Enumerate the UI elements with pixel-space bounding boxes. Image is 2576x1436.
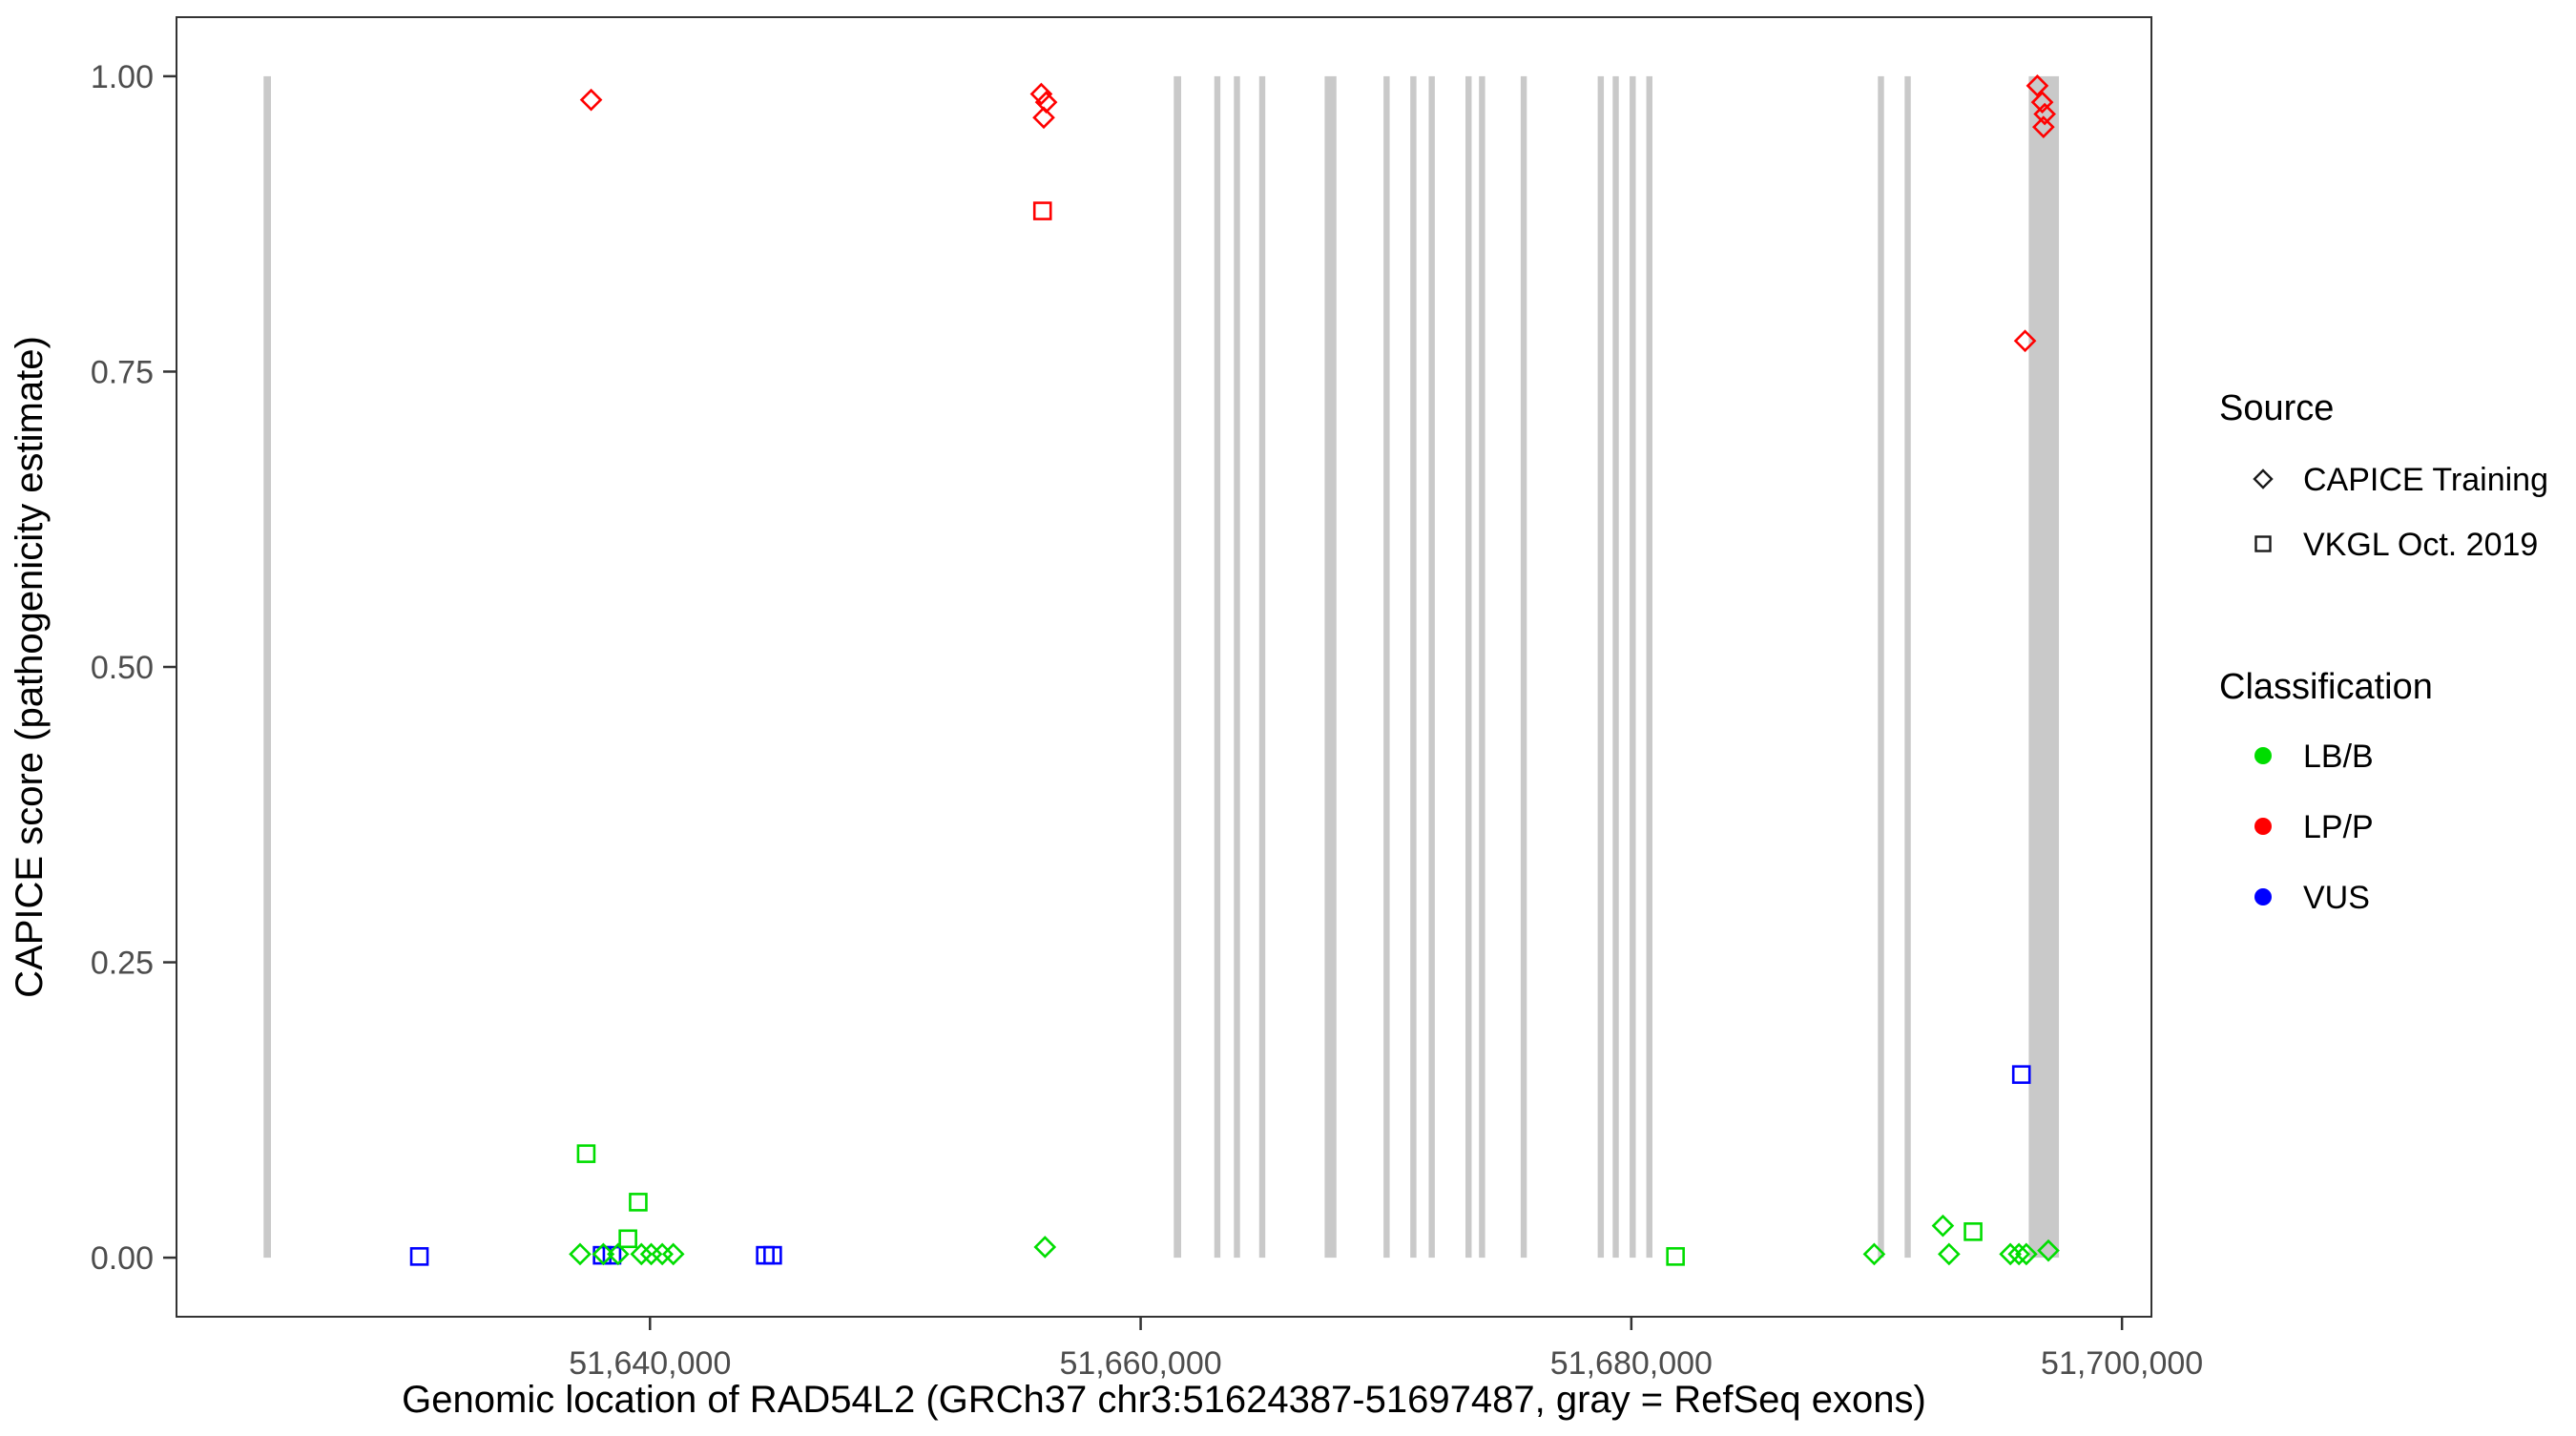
exon-bar (1258, 75, 1266, 1259)
x-tick-label: 51,640,000 (569, 1345, 731, 1382)
legend-source-item-label: CAPICE Training (2303, 462, 2548, 498)
data-point-diamond (2025, 73, 2049, 97)
data-point-diamond (2015, 1242, 2038, 1266)
exon-bar (1234, 75, 1240, 1259)
data-point-square (2011, 1065, 2031, 1084)
data-point-diamond (592, 1242, 615, 1266)
data-point-diamond (1029, 82, 1053, 106)
data-point-diamond (579, 88, 603, 112)
legend: Source CAPICE Training VKGL Oct. 2019 Class… (2219, 388, 2548, 916)
data-point-square (629, 1193, 648, 1212)
legend-classification-item-label: VUS (2303, 880, 2370, 916)
exon-bar (1428, 75, 1435, 1259)
exon-bar (1214, 75, 1221, 1259)
data-point-diamond (2030, 91, 2054, 114)
data-point-square (576, 1144, 596, 1163)
y-tick-label: 1.00 (91, 59, 154, 95)
data-point-diamond (2033, 102, 2056, 126)
exon-bar (1612, 75, 1619, 1259)
panel-border-layer (176, 16, 2152, 1318)
data-point-square (1963, 1222, 1983, 1241)
exon-bar (1520, 75, 1527, 1259)
data-point-diamond (2037, 1238, 2060, 1262)
y-tick-label: 0.25 (91, 946, 154, 982)
data-point-diamond (1931, 1214, 1955, 1238)
legend-color-dot-icon (2254, 747, 2272, 764)
x-tick-label: 51,680,000 (1550, 1345, 1713, 1382)
y-tick-label: 0.75 (91, 354, 154, 390)
exon-bar (1646, 75, 1652, 1259)
legend-classification-title: Classification (2219, 667, 2433, 707)
exon-bar (2028, 75, 2060, 1259)
legend-diamond-icon (2253, 468, 2274, 489)
data-point-square (409, 1247, 429, 1266)
y-tick-label: 0.50 (91, 650, 154, 686)
legend-square-icon (2254, 535, 2272, 552)
data-point-diamond (2013, 329, 2037, 353)
data-point-diamond (1032, 106, 1055, 130)
exon-bar (1324, 75, 1337, 1259)
exon-bar (263, 75, 271, 1259)
exon-bar (1904, 75, 1911, 1259)
exon-bar (1479, 75, 1485, 1259)
axis-layer: 51,640,000 51,660,000 51,680,000 51,700,000… (91, 59, 2203, 1382)
legend-classification-item-label: LB/B (2303, 739, 2374, 775)
exon-bar (1410, 75, 1417, 1259)
exon-bar (1878, 75, 1884, 1259)
exon-bars-layer (263, 75, 2060, 1259)
legend-source-title: Source (2219, 388, 2334, 428)
y-tick-label: 0.00 (91, 1240, 154, 1277)
data-point-diamond (2007, 1242, 2030, 1266)
data-point-square (618, 1229, 637, 1249)
exon-bar (1383, 75, 1390, 1259)
y-axis-title: CAPICE score (pathogenicity estimate) (9, 336, 51, 998)
legend-color-dot-icon (2254, 888, 2272, 905)
legend-source-item-label: VKGL Oct. 2019 (2303, 527, 2538, 563)
data-point-square (602, 1245, 622, 1265)
exon-bar (1597, 75, 1605, 1259)
data-point-diamond (1938, 1242, 1961, 1266)
data-point-square (1032, 201, 1052, 220)
data-points-layer (409, 73, 2060, 1266)
legend-color-dot-icon (2254, 818, 2272, 835)
x-tick-label: 51,660,000 (1059, 1345, 1221, 1382)
data-point-diamond (1862, 1242, 1886, 1266)
data-point-square (763, 1245, 782, 1265)
data-point-diamond (1999, 1242, 2022, 1266)
data-point-diamond (630, 1242, 654, 1266)
data-point-diamond (661, 1242, 685, 1266)
exon-bar (1630, 75, 1636, 1259)
x-tick-label: 51,700,000 (2041, 1345, 2203, 1382)
legend-classification-item-label: LP/P (2303, 809, 2374, 845)
exon-bar (1174, 75, 1181, 1259)
data-point-diamond (569, 1242, 592, 1266)
data-point-square (1666, 1247, 1685, 1266)
x-axis-title: Genomic location of RAD54L2 (GRCh37 chr3… (402, 1379, 1926, 1421)
exon-bar (1465, 75, 1472, 1259)
panel-border (176, 16, 2152, 1318)
data-point-diamond (2032, 115, 2055, 138)
data-point-diamond (607, 1242, 630, 1266)
data-point-diamond (1033, 1236, 1057, 1259)
